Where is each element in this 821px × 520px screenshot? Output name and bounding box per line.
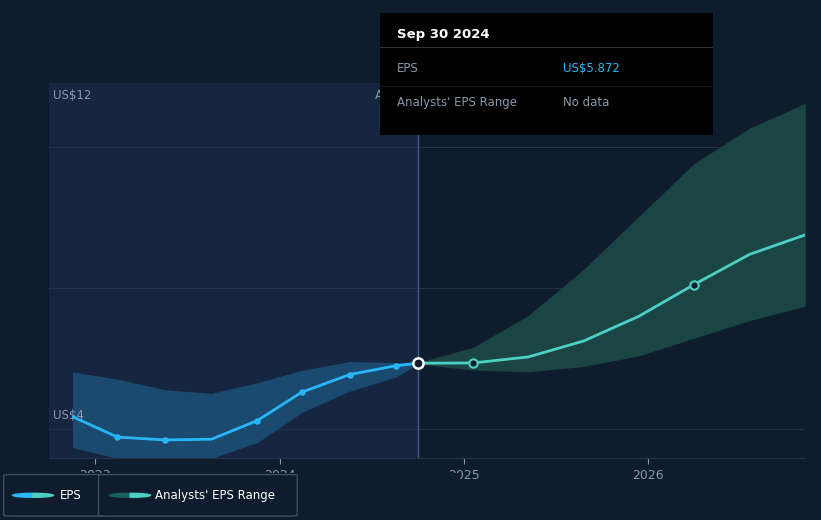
Point [343,370,356,379]
Wedge shape [131,493,150,497]
Text: No data: No data [563,96,609,109]
Text: Analysts Forecasts: Analysts Forecasts [424,89,534,102]
Point [411,359,424,368]
Text: Analysts' EPS Range: Analysts' EPS Range [155,489,275,502]
Text: US$5.872: US$5.872 [563,62,620,75]
Text: US$12: US$12 [53,89,91,102]
FancyBboxPatch shape [3,475,108,516]
Text: Analysts' EPS Range: Analysts' EPS Range [397,96,516,109]
Wedge shape [13,493,33,497]
Point [389,361,402,370]
Bar [49,83,418,458]
Point [158,436,172,444]
Point [251,417,264,425]
Point [295,388,308,396]
Text: Actual: Actual [374,89,411,102]
Point [687,280,700,289]
FancyBboxPatch shape [99,475,297,516]
Text: EPS: EPS [397,62,419,75]
Text: US$4: US$4 [53,409,84,422]
Point [111,433,124,441]
Wedge shape [33,493,53,497]
Wedge shape [110,493,131,497]
Text: EPS: EPS [60,489,82,502]
Point [466,359,479,367]
Text: Sep 30 2024: Sep 30 2024 [397,28,489,41]
